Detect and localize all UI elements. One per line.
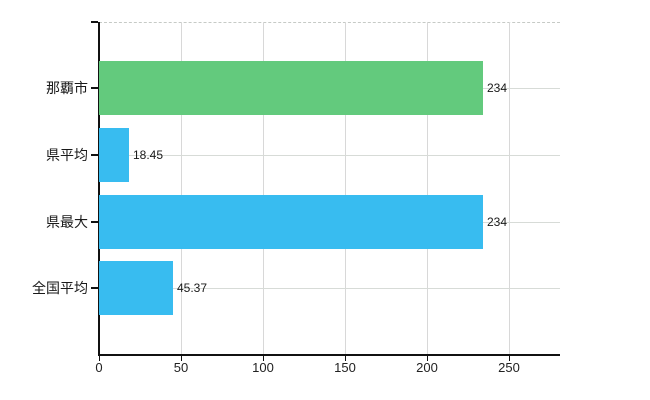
plot-top-dashed-border	[99, 22, 560, 23]
y-axis-top-tick	[91, 21, 98, 23]
category-gridline	[99, 288, 560, 289]
x-tick-label: 150	[334, 360, 356, 375]
x-tick-label: 250	[498, 360, 520, 375]
category-label: 全国平均	[32, 280, 88, 296]
bar-3	[99, 194, 483, 249]
bar-value-label: 45.37	[177, 281, 208, 295]
bar-value-label: 18.45	[133, 148, 164, 162]
x-axis-tick	[99, 356, 100, 361]
x-axis-tick	[263, 356, 264, 361]
y-axis-tick	[91, 287, 98, 289]
x-axis-tick	[509, 356, 510, 361]
category-label: 那覇市	[46, 80, 88, 96]
y-axis-tick	[91, 220, 98, 223]
x-gridline	[427, 22, 428, 354]
x-gridline	[181, 22, 182, 354]
x-tick-label: 200	[416, 360, 438, 375]
bar-value-label: 234	[487, 81, 508, 95]
category-label: 県最大	[46, 213, 88, 230]
x-axis-tick	[427, 356, 428, 361]
x-axis-tick	[345, 356, 346, 361]
x-tick-label: 100	[252, 360, 274, 375]
x-gridline	[509, 22, 510, 354]
bar-2	[99, 128, 129, 182]
y-axis-line	[98, 22, 100, 356]
x-gridline	[345, 22, 346, 354]
category-label: 県平均	[46, 147, 88, 163]
x-tick-label: 0	[95, 360, 103, 375]
x-gridline	[263, 22, 264, 354]
bar-4	[99, 261, 173, 315]
bar-value-label: 234	[487, 214, 508, 229]
y-axis-tick	[91, 87, 98, 89]
category-gridline	[99, 155, 560, 156]
bar-1	[99, 61, 483, 115]
x-axis-tick	[181, 356, 182, 361]
x-tick-label: 50	[173, 360, 189, 375]
y-axis-tick	[91, 154, 98, 156]
x-axis-line	[98, 354, 560, 356]
